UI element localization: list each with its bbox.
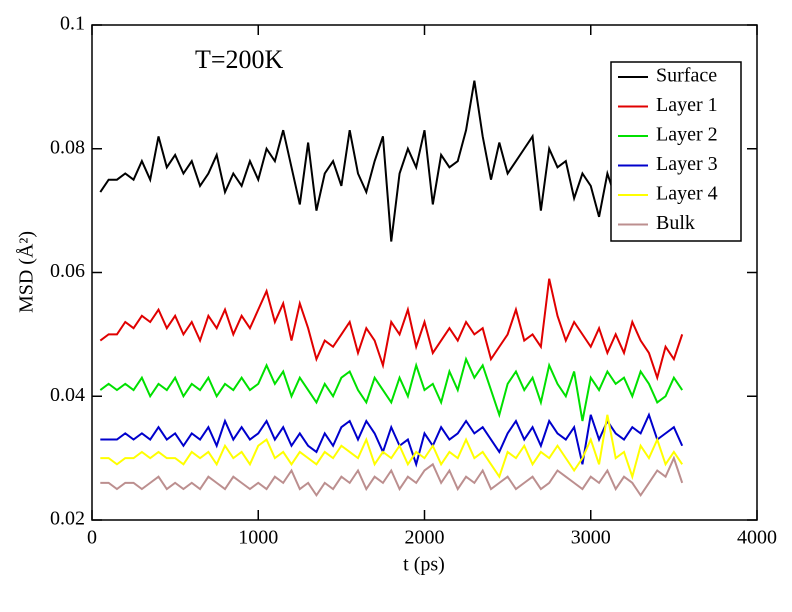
x-tick-label: 2000 <box>405 527 445 549</box>
series-line <box>100 414 684 481</box>
annotation: T=200K <box>195 45 284 74</box>
series-line <box>99 356 684 422</box>
x-tick-label: 3000 <box>571 527 611 549</box>
legend-label: Layer 1 <box>656 94 718 116</box>
y-tick-label: 0.1 <box>60 13 85 35</box>
y-axis-label: MSD (Å²) <box>16 231 38 313</box>
legend-label: Layer 2 <box>656 124 718 146</box>
x-tick-label: 4000 <box>737 527 777 549</box>
legend-label: Surface <box>656 65 717 87</box>
series-line <box>99 80 684 242</box>
series-line <box>100 455 684 498</box>
y-tick-label: 0.06 <box>50 260 85 282</box>
y-tick-label: 0.04 <box>50 384 85 406</box>
y-tick-label: 0.08 <box>50 136 85 158</box>
series-line <box>99 278 684 382</box>
x-tick-label: 0 <box>87 527 97 549</box>
series-line <box>100 412 684 468</box>
y-tick-label: 0.02 <box>50 508 85 530</box>
legend-box <box>610 61 742 242</box>
legend-label: Layer 4 <box>656 183 718 205</box>
x-axis-label: t (ps) <box>403 554 445 576</box>
legend: Surface Layer 1 Layer 2 Layer 3 Layer 4 Bulk <box>610 61 742 242</box>
x-tick-label: 1000 <box>238 527 278 549</box>
legend-label: Bulk <box>656 212 695 234</box>
legend-label: Layer 3 <box>656 153 718 175</box>
